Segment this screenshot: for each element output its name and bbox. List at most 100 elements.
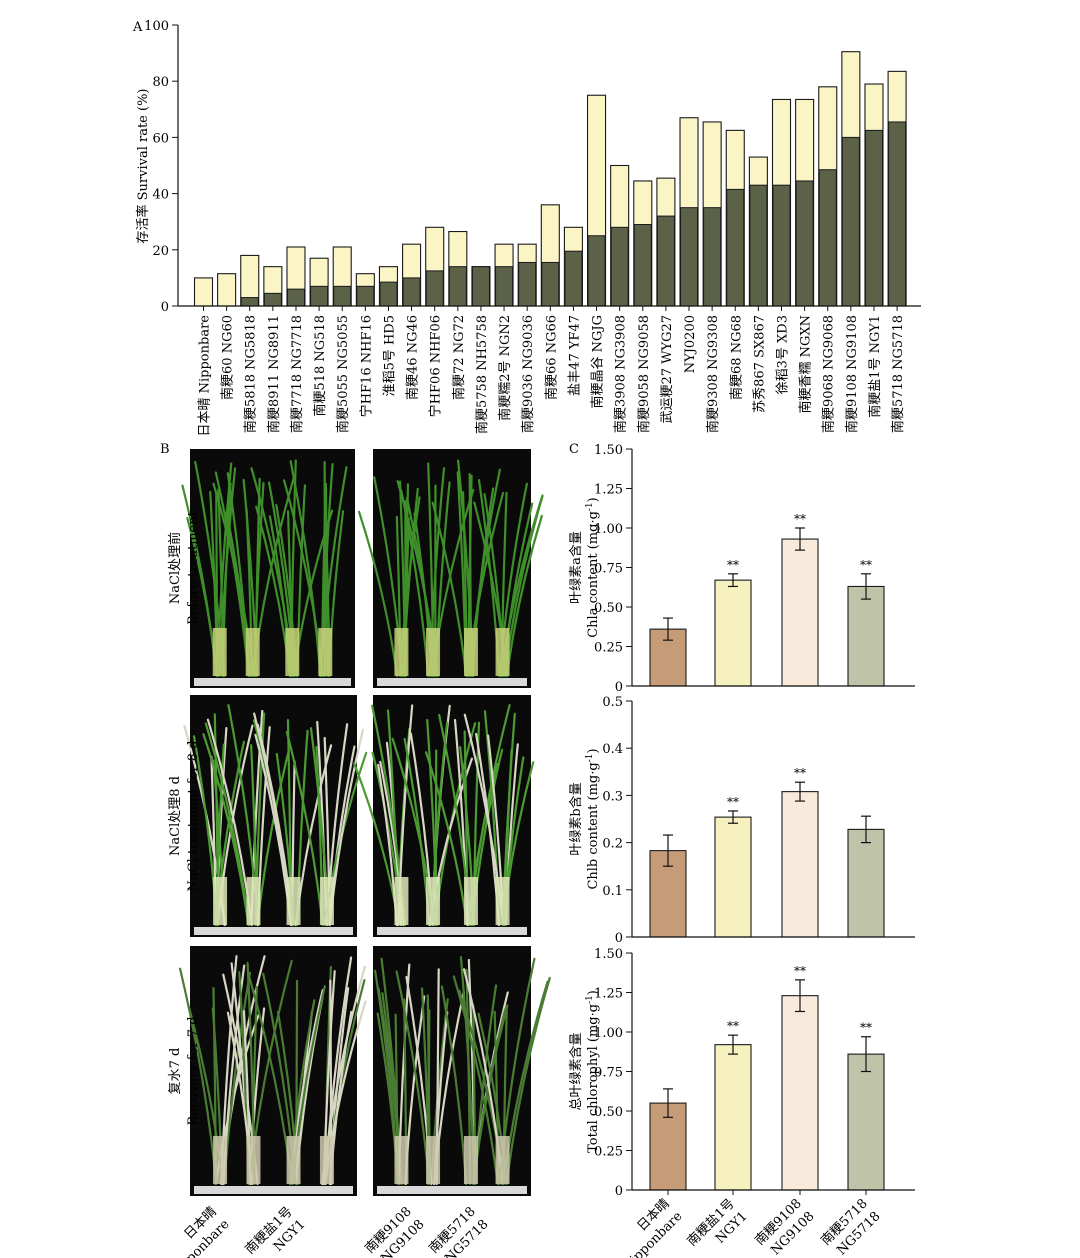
a-bar-dark bbox=[749, 184, 768, 307]
leaf bbox=[505, 976, 551, 1186]
row-label-nacl-en: NaCl treatment for 8 d bbox=[186, 741, 201, 892]
stem-base bbox=[394, 628, 409, 676]
a-bar-dark bbox=[495, 266, 514, 307]
a-category-label: 淮稻5号 HD5 bbox=[382, 315, 397, 396]
leaf bbox=[505, 514, 543, 678]
panel-a-y-axis-label: 存活率 Survival rate (%) bbox=[135, 88, 151, 243]
c-bar bbox=[847, 828, 885, 938]
c-y-label-en: Chlb content (mg·g-1) bbox=[585, 748, 601, 889]
a-category-label: 南粳9068 NG9068 bbox=[821, 315, 837, 433]
plant-illustration bbox=[181, 459, 351, 686]
chart-c3: 0 0.25 0.50 0.75 1.00 1.25 1.50 ** ** ** 总叶绿素含量 Tot… bbox=[568, 947, 915, 1199]
plant-illustration bbox=[353, 704, 535, 935]
c-bar bbox=[714, 579, 752, 687]
c-bar bbox=[847, 585, 885, 687]
leaf bbox=[357, 510, 399, 678]
stem-base bbox=[463, 628, 478, 676]
stem-base bbox=[246, 877, 261, 925]
row-label-nacl-cn: NaCl处理8 d bbox=[168, 776, 183, 856]
a-bar-dark bbox=[379, 281, 398, 307]
c-significance: ** bbox=[794, 964, 806, 978]
c-y-tick-label: 0.4 bbox=[602, 742, 623, 757]
a-bar-dark bbox=[656, 215, 675, 307]
stem-base bbox=[319, 1136, 334, 1184]
chart-c1: 0 0.25 0.50 0.75 1.00 1.25 1.50 ** ** ** 叶绿素a含量 Chl… bbox=[568, 443, 915, 695]
c-y-tick-label: 0.50 bbox=[594, 1105, 623, 1120]
c-y-tick-label: 0.50 bbox=[594, 601, 623, 616]
a-bar-dark bbox=[518, 261, 537, 307]
stem-base bbox=[286, 1136, 301, 1184]
a-bar-dark bbox=[587, 235, 606, 307]
a-bar-dark bbox=[333, 285, 352, 307]
a-bar-dark bbox=[471, 266, 490, 307]
c-significance: ** bbox=[727, 558, 739, 572]
stem-base bbox=[495, 1136, 510, 1184]
leaf bbox=[452, 975, 499, 1186]
a-category-label: 南粳9108 NG9108 bbox=[844, 315, 860, 433]
a-bar-dark bbox=[610, 226, 629, 307]
c-bar bbox=[714, 1044, 752, 1191]
panel-b-label: B bbox=[160, 442, 170, 457]
a-bar-dark bbox=[703, 207, 722, 307]
a-category-label: 南粳72 NG72 bbox=[451, 315, 467, 400]
c-y-tick-label: 0.2 bbox=[602, 837, 623, 852]
a-category-label: 宁HF06 NHF06 bbox=[428, 315, 444, 417]
a-category-label: 南粳46 NG46 bbox=[405, 315, 421, 400]
c-y-label-en: Chla content (mg·g-1) bbox=[585, 497, 601, 638]
stem-base bbox=[245, 628, 260, 676]
a-y-tick-label: 100 bbox=[144, 19, 169, 34]
a-y-tick-label: 80 bbox=[152, 75, 169, 90]
c-bar bbox=[781, 995, 819, 1191]
c-y-tick-label: 0 bbox=[615, 931, 623, 946]
a-bar-dark bbox=[680, 207, 699, 307]
panel-a-survival-chart: A 0 20 40 60 80 100 日本晴 Nipponbare 南粳60 NG60 南粳… bbox=[132, 19, 921, 437]
a-category-label: 南粳66 NG66 bbox=[543, 315, 559, 400]
a-bar-dark bbox=[564, 250, 583, 307]
a-bar-dark bbox=[888, 121, 907, 307]
stem-base bbox=[495, 628, 510, 676]
c-significance: ** bbox=[727, 1019, 739, 1033]
panel-a-label: A bbox=[132, 20, 143, 35]
stem-base bbox=[285, 628, 300, 676]
c-significance: ** bbox=[794, 766, 806, 780]
stem-base bbox=[286, 877, 301, 925]
c-y-label-en: Total chlorophyl (mg·g-1) bbox=[585, 990, 601, 1153]
c-y-tick-label: 1.00 bbox=[594, 1026, 623, 1041]
a-bar-dark bbox=[795, 180, 814, 307]
plant-illustration bbox=[357, 459, 544, 686]
tray bbox=[377, 927, 527, 935]
stem-base bbox=[318, 628, 333, 676]
stem-base bbox=[463, 877, 478, 925]
stem-base bbox=[495, 877, 510, 925]
a-bar-dark bbox=[841, 136, 860, 307]
c-y-tick-label: 1.25 bbox=[594, 987, 623, 1002]
a-bar-dark bbox=[864, 129, 883, 307]
row-label-before-cn: NaCl处理前 bbox=[167, 532, 183, 604]
a-category-label: 南粳9058 NG9058 bbox=[636, 315, 652, 433]
stem-base bbox=[426, 628, 441, 676]
c-y-tick-label: 1.25 bbox=[594, 483, 623, 498]
a-bar-dark bbox=[263, 292, 282, 307]
leaf bbox=[204, 722, 251, 927]
stem-base bbox=[426, 877, 441, 925]
leaf bbox=[289, 460, 322, 678]
a-category-label: 南粳盐1号 NGY1 bbox=[867, 315, 883, 418]
a-bar-dark bbox=[541, 261, 560, 307]
a-y-tick-label: 20 bbox=[152, 244, 169, 259]
a-bar-dark bbox=[356, 285, 375, 307]
a-category-label: 南粳518 NG518 bbox=[312, 315, 328, 417]
tray bbox=[377, 1186, 527, 1194]
c-y-tick-label: 0.3 bbox=[602, 789, 623, 804]
tray bbox=[377, 678, 527, 686]
a-category-label: 宁HF16 NHF16 bbox=[358, 315, 374, 417]
plant-illustration bbox=[179, 955, 367, 1194]
a-category-label: 武运粳27 WYG27 bbox=[660, 315, 675, 424]
a-bar-dark bbox=[286, 288, 305, 307]
c-significance: ** bbox=[860, 1021, 872, 1035]
stem-base bbox=[213, 877, 228, 925]
c-y-label-cn: 总叶绿素含量 bbox=[568, 1032, 584, 1110]
stem-base bbox=[394, 1136, 409, 1184]
plant-illustration bbox=[183, 704, 368, 935]
